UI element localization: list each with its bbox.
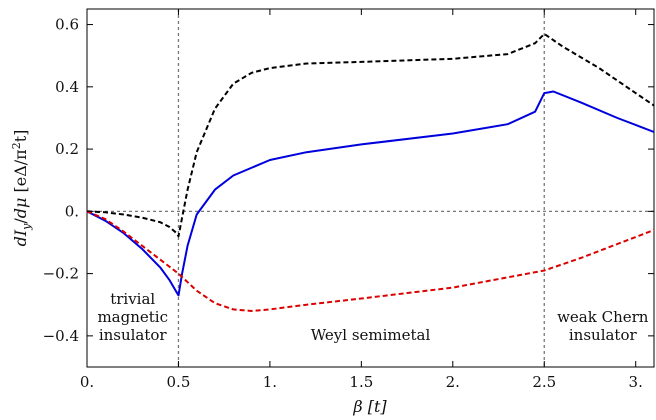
phase-label-bg — [308, 326, 433, 344]
y-tick-label: 0. — [65, 202, 79, 220]
phase-label-bg — [108, 290, 158, 308]
phase-label: insulator — [99, 326, 168, 344]
axis-ticks: 0. 0.5 1. 1.5 2. 2.5 3. −0.4 −0.2 0. 0.2 0.4 0.6 — [43, 9, 654, 391]
y-tick-label: 0.6 — [55, 16, 79, 34]
plot-frame — [86, 8, 655, 368]
y-tick-label: 0.2 — [55, 140, 79, 158]
x-tick-label: 3. — [629, 373, 643, 391]
series-line-3 — [86, 210, 655, 312]
x-tick-label: 0. — [80, 373, 94, 391]
x-tick-label: 1.5 — [349, 373, 373, 391]
x-tick-label: 0.5 — [167, 373, 191, 391]
y-tick-label: −0.4 — [43, 327, 79, 345]
x-tick-label: 2. — [446, 373, 460, 391]
phase-label-bg — [555, 308, 651, 326]
phase-label-bg — [566, 326, 639, 344]
phase-label: magnetic — [97, 308, 168, 326]
x-axis-label: β [t] — [352, 397, 387, 416]
y-tick-label: 0.4 — [55, 78, 79, 96]
y-axis-label: dIy/dμ [eΔ/π2t] — [10, 130, 33, 247]
phase-label: Weyl semimetal — [311, 326, 431, 344]
series-line-2 — [86, 90, 655, 297]
phase-label: trivial — [110, 290, 155, 308]
phase-label-bg — [95, 308, 170, 326]
series-line-1 — [86, 32, 655, 238]
x-tick-label: 2.5 — [532, 373, 556, 391]
phase-label: weak Chern — [557, 308, 649, 326]
phase-label-bg — [96, 326, 169, 344]
x-tick-label: 1. — [263, 373, 277, 391]
y-tick-label: −0.2 — [43, 265, 79, 283]
reference-lines — [87, 9, 654, 367]
phase-label: insulator — [569, 326, 638, 344]
series-group — [86, 32, 655, 312]
